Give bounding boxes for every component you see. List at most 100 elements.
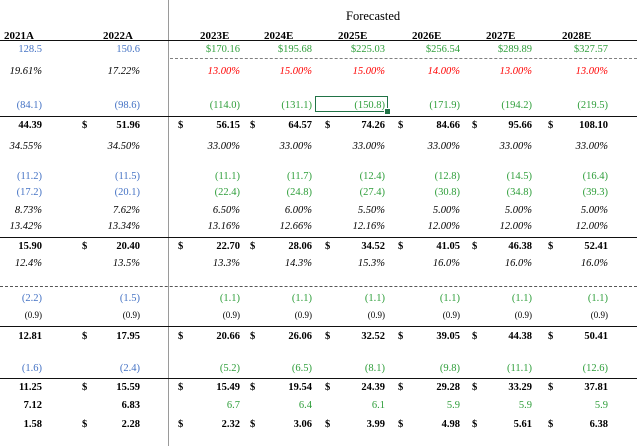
cell-r1-2023e[interactable]: $170.16 <box>205 44 240 55</box>
cell-r11-2022a[interactable]: 13.5% <box>112 258 140 269</box>
cell-r6-2021a[interactable]: (11.2) <box>17 171 42 182</box>
cell-r15-2021a[interactable]: (1.6) <box>21 363 42 374</box>
cell-r4-2024e[interactable]: 64.57 <box>288 120 312 131</box>
cell-r6-2022a[interactable]: (11.5) <box>115 171 140 182</box>
cell-r5-2026e[interactable]: 33.00% <box>427 141 460 152</box>
cell-r15-2028e[interactable]: (12.6) <box>582 363 608 374</box>
cell-r10-2027e[interactable]: 46.38 <box>508 241 532 252</box>
cell-r17-2026e[interactable]: 5.9 <box>446 400 460 411</box>
cell-r15-2024e[interactable]: (6.5) <box>291 363 312 374</box>
cell-r11-2026e[interactable]: 16.0% <box>432 258 460 269</box>
cell-r17-2025e[interactable]: 6.1 <box>371 400 385 411</box>
cell-r11-2028e[interactable]: 16.0% <box>580 258 608 269</box>
cell-r12-2021a[interactable]: (2.2) <box>21 293 42 304</box>
cell-r2-2025e[interactable]: 15.00% <box>352 66 385 77</box>
cell-r8-2022a[interactable]: 7.62% <box>112 205 140 216</box>
cell-r2-2024e[interactable]: 15.00% <box>279 66 312 77</box>
cell-r2-2022a[interactable]: 17.22% <box>107 66 140 77</box>
cell-r16-2025e[interactable]: 24.39 <box>361 382 385 393</box>
cell-r9-2023e[interactable]: 13.16% <box>207 221 240 232</box>
cell-r8-2026e[interactable]: 5.00% <box>432 205 460 216</box>
cell-r4-2023e[interactable]: 56.15 <box>216 120 240 131</box>
cell-r14-2025e[interactable]: 32.52 <box>361 331 385 342</box>
cell-r12-2028e[interactable]: (1.1) <box>587 293 608 304</box>
cell-r16-2023e[interactable]: 15.49 <box>216 382 240 393</box>
cell-r14-2027e[interactable]: 44.38 <box>508 331 532 342</box>
column-header-2023e[interactable]: 2023E <box>200 30 230 42</box>
cell-r6-2023e[interactable]: (11.1) <box>215 171 240 182</box>
cell-r1-2028e[interactable]: $327.57 <box>573 44 608 55</box>
cell-r10-2026e[interactable]: 41.05 <box>436 241 460 252</box>
cell-r7-2028e[interactable]: (39.3) <box>582 187 608 198</box>
cell-r6-2026e[interactable]: (12.8) <box>434 171 460 182</box>
cell-r4-2027e[interactable]: 95.66 <box>508 120 532 131</box>
cell-r14-2024e[interactable]: 26.06 <box>288 331 312 342</box>
cell-r17-2022a[interactable]: 6.83 <box>121 400 140 411</box>
cell-r8-2025e[interactable]: 5.50% <box>357 205 385 216</box>
cell-r11-2027e[interactable]: 16.0% <box>504 258 532 269</box>
cell-r4-2028e[interactable]: 108.10 <box>579 120 608 131</box>
cell-r8-2027e[interactable]: 5.00% <box>504 205 532 216</box>
cell-r7-2027e[interactable]: (34.8) <box>506 187 532 198</box>
cell-r1-2022a[interactable]: 150.6 <box>116 44 140 55</box>
cell-r9-2024e[interactable]: 12.66% <box>279 221 312 232</box>
cell-r13-2025e[interactable]: (0.9) <box>367 310 385 320</box>
cell-r6-2028e[interactable]: (16.4) <box>582 171 608 182</box>
cell-r2-2026e[interactable]: 14.00% <box>427 66 460 77</box>
cell-r14-2023e[interactable]: 20.66 <box>216 331 240 342</box>
cell-r3-2026e[interactable]: (171.9) <box>429 100 460 111</box>
column-header-2028e[interactable]: 2028E <box>562 30 592 42</box>
cell-r13-2021a[interactable]: (0.9) <box>24 310 42 320</box>
cell-r9-2027e[interactable]: 12.00% <box>499 221 532 232</box>
cell-r18-2021a[interactable]: 1.58 <box>23 419 42 430</box>
cell-r12-2023e[interactable]: (1.1) <box>219 293 240 304</box>
cell-r3-2028e[interactable]: (219.5) <box>577 100 608 111</box>
column-header-2027e[interactable]: 2027E <box>486 30 516 42</box>
cell-r15-2025e[interactable]: (8.1) <box>364 363 385 374</box>
cell-r5-2025e[interactable]: 33.00% <box>352 141 385 152</box>
cell-r11-2025e[interactable]: 15.3% <box>357 258 385 269</box>
cell-r12-2025e[interactable]: (1.1) <box>364 293 385 304</box>
cell-r5-2027e[interactable]: 33.00% <box>499 141 532 152</box>
cell-r7-2024e[interactable]: (24.8) <box>286 187 312 198</box>
cell-r16-2027e[interactable]: 33.29 <box>508 382 532 393</box>
cell-r10-2021a[interactable]: 15.90 <box>18 241 42 252</box>
cell-r7-2022a[interactable]: (20.1) <box>114 187 140 198</box>
cell-r13-2022a[interactable]: (0.9) <box>122 310 140 320</box>
cell-r12-2022a[interactable]: (1.5) <box>119 293 140 304</box>
cell-r7-2026e[interactable]: (30.8) <box>434 187 460 198</box>
cell-r13-2027e[interactable]: (0.9) <box>514 310 532 320</box>
cell-r1-2021a[interactable]: 128.5 <box>18 44 42 55</box>
cell-r18-2024e[interactable]: 3.06 <box>293 419 312 430</box>
cell-r18-2028e[interactable]: 6.38 <box>589 419 608 430</box>
cell-r8-2024e[interactable]: 6.00% <box>284 205 312 216</box>
cell-r18-2023e[interactable]: 2.32 <box>221 419 240 430</box>
cell-r11-2021a[interactable]: 12.4% <box>14 258 42 269</box>
column-header-2026e[interactable]: 2026E <box>412 30 442 42</box>
cell-r7-2021a[interactable]: (17.2) <box>16 187 42 198</box>
cell-r9-2025e[interactable]: 12.16% <box>352 221 385 232</box>
cell-r5-2022a[interactable]: 34.50% <box>107 141 140 152</box>
cell-r3-2021a[interactable]: (84.1) <box>16 100 42 111</box>
cell-r13-2026e[interactable]: (0.9) <box>442 310 460 320</box>
cell-r16-2021a[interactable]: 11.25 <box>18 382 42 393</box>
cell-r17-2027e[interactable]: 5.9 <box>518 400 532 411</box>
cell-r14-2028e[interactable]: 50.41 <box>584 331 608 342</box>
cell-r5-2023e[interactable]: 33.00% <box>207 141 240 152</box>
cell-r17-2023e[interactable]: 6.7 <box>226 400 240 411</box>
cell-r9-2026e[interactable]: 12.00% <box>427 221 460 232</box>
cell-r5-2021a[interactable]: 34.55% <box>9 141 42 152</box>
cell-r16-2024e[interactable]: 19.54 <box>288 382 312 393</box>
column-header-2024e[interactable]: 2024E <box>264 30 294 42</box>
cell-r10-2025e[interactable]: 34.52 <box>361 241 385 252</box>
cell-r1-2027e[interactable]: $289.89 <box>497 44 532 55</box>
selected-cell[interactable] <box>315 96 388 112</box>
cell-r11-2023e[interactable]: 13.3% <box>212 258 240 269</box>
cell-r10-2028e[interactable]: 52.41 <box>584 241 608 252</box>
cell-r6-2024e[interactable]: (11.7) <box>287 171 312 182</box>
cell-r2-2027e[interactable]: 13.00% <box>499 66 532 77</box>
cell-r11-2024e[interactable]: 14.3% <box>284 258 312 269</box>
cell-r8-2023e[interactable]: 6.50% <box>212 205 240 216</box>
cell-r5-2024e[interactable]: 33.00% <box>279 141 312 152</box>
cell-r16-2028e[interactable]: 37.81 <box>584 382 608 393</box>
